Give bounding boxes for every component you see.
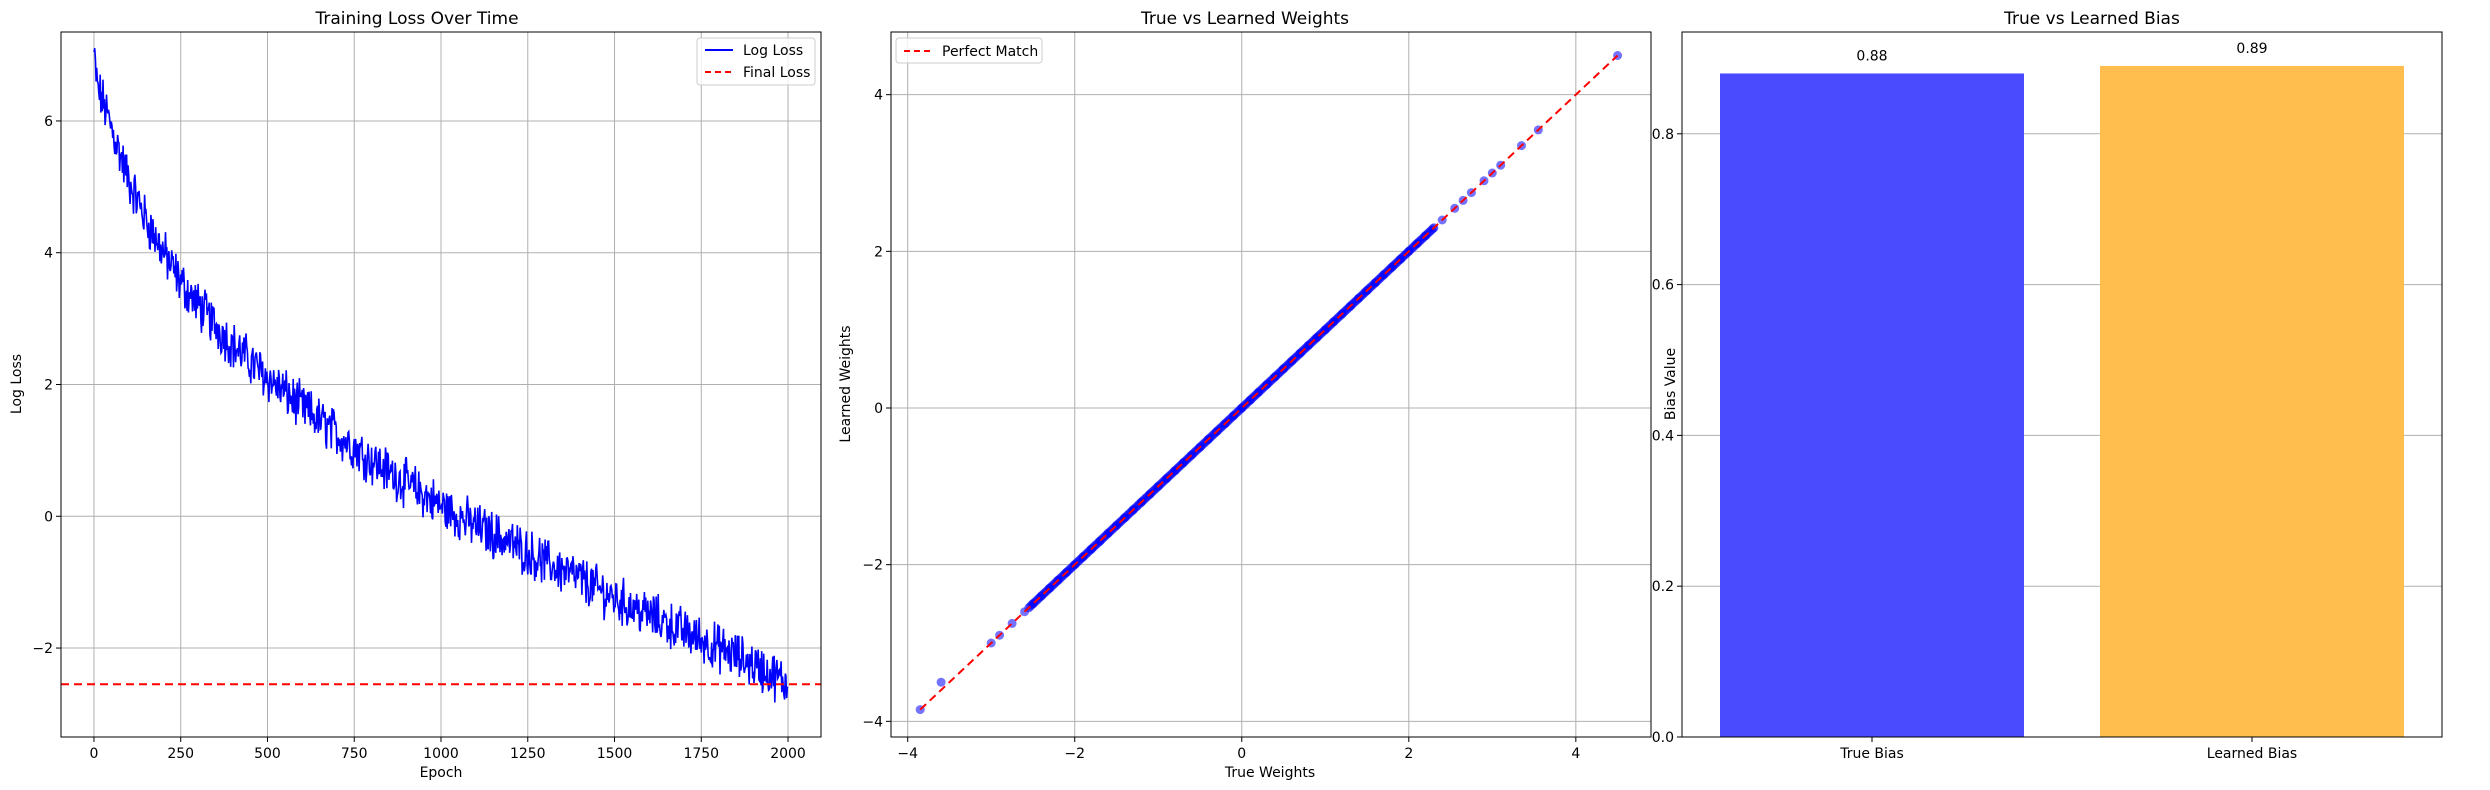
loss-chart-xlabel: Epoch: [420, 765, 463, 781]
weights-chart-grid: [891, 32, 1651, 737]
loss-chart-legend: Log Loss Final Loss: [696, 37, 816, 86]
weights-chart-frame: [890, 31, 1652, 738]
y-tick-label: 0.2: [1652, 579, 1674, 595]
y-tick-label: −2: [32, 641, 53, 657]
y-tick-label: 0.4: [1652, 428, 1674, 444]
x-tick-label: 1750: [683, 746, 719, 762]
legend-label-final-loss: Final Loss: [743, 65, 810, 81]
y-tick-label: 4: [44, 246, 53, 262]
loss-chart-grid: [61, 32, 821, 737]
weights-chart-ylabel: Learned Weights: [838, 325, 854, 442]
x-tick-label: 4: [1571, 746, 1580, 762]
bias-bar: [1720, 73, 2024, 738]
bias-bar-value-label: 0.89: [2236, 41, 2267, 57]
weights-chart-title: True vs Learned Weights: [1140, 9, 1349, 29]
loss-chart-ticks: 0 250 500 750 1000 1250 1500 1750 2000 −2 0 2 4 6: [32, 114, 805, 762]
log-loss-line: [93, 48, 789, 703]
y-tick-label: 0.6: [1652, 278, 1674, 294]
x-tick-label: 750: [341, 746, 368, 762]
x-tick-label: −2: [1064, 746, 1085, 762]
x-tick-label: True Bias: [1839, 746, 1904, 762]
x-tick-label: 1000: [423, 746, 459, 762]
weights-chart-legend: Perfect Match: [895, 37, 1043, 64]
y-tick-label: −4: [862, 714, 883, 730]
bias-chart-ticks: 0.0 0.2 0.4 0.6 0.8 True Bias Learned Bias: [1652, 127, 2297, 762]
perfect-match-line: [919, 54, 1619, 711]
loss-chart-ylabel: Log Loss: [9, 354, 25, 414]
x-tick-label: 500: [254, 746, 281, 762]
legend-label-log-loss: Log Loss: [743, 43, 803, 59]
x-tick-label: 0: [1237, 746, 1246, 762]
x-tick-label: 1250: [510, 746, 546, 762]
x-tick-label: 250: [167, 746, 194, 762]
x-tick-label: 2: [1404, 746, 1413, 762]
bias-chart-title: True vs Learned Bias: [2003, 9, 2180, 29]
x-tick-label: 2000: [770, 746, 806, 762]
bias-bar-value-label: 0.88: [1856, 48, 1887, 64]
y-tick-label: −2: [862, 558, 883, 574]
weights-chart-marks: [915, 51, 1623, 715]
y-tick-label: 0.8: [1652, 127, 1674, 143]
legend-label-perfect-match: Perfect Match: [942, 44, 1038, 60]
x-tick-label: 1500: [597, 746, 633, 762]
x-tick-label: −4: [897, 746, 918, 762]
y-tick-label: 0.0: [1652, 730, 1674, 746]
bias-chart-ylabel: Bias Value: [1663, 348, 1679, 420]
weights-chart-xlabel: True Weights: [1224, 765, 1315, 781]
loss-chart-title: Training Loss Over Time: [314, 9, 518, 29]
legend-box: [895, 37, 1043, 64]
y-tick-label: 0: [44, 509, 53, 525]
x-tick-label: 0: [90, 746, 99, 762]
x-tick-label: Learned Bias: [2207, 746, 2297, 762]
y-tick-label: 2: [874, 244, 883, 260]
weights-chart: True vs Learned Weights −4 −2 0 2 4 −4 −2 0 2 4 T…: [838, 9, 1652, 781]
weights-chart-ticks: −4 −2 0 2 4 −4 −2 0 2 4: [862, 88, 1580, 762]
bias-chart-marks: 0.88 0.89: [1720, 41, 2404, 738]
bias-bar: [2100, 65, 2404, 737]
weight-point: [936, 677, 946, 687]
y-tick-label: 4: [874, 88, 883, 104]
loss-chart: Training Loss Over Time 0 250 500 750 1000 12…: [9, 9, 822, 781]
y-tick-label: 6: [44, 114, 53, 130]
bias-chart-frame: [1681, 31, 2443, 738]
bias-chart: True vs Learned Bias 0.88 0.89 0.00.20.40…: [1652, 9, 2443, 762]
y-tick-label: 0: [874, 401, 883, 417]
loss-chart-marks: [61, 48, 821, 703]
y-tick-label: 2: [44, 378, 53, 394]
